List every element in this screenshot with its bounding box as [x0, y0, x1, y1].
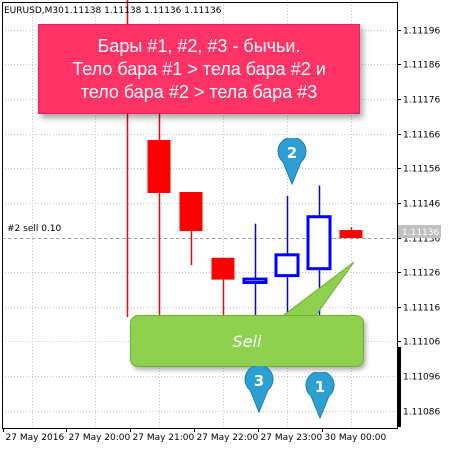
x-tick-label: 27 May 2016 [6, 433, 65, 443]
order-label: #2 sell 0.10 [7, 224, 62, 234]
callout-line-3: тело бара #2 > тела бара #3 [80, 81, 318, 102]
sell-bubble-tail [280, 262, 355, 319]
y-tick-label: 1.11146 [403, 200, 440, 210]
callout-line-1: Бары #1, #2, #3 - бычьи. [97, 35, 301, 56]
y-tick-label: 1.11106 [403, 338, 440, 348]
x-tick-label: 27 May 23:00 [261, 433, 323, 443]
current-price-label: 1.11136 [402, 228, 439, 238]
depth-bar [398, 347, 401, 427]
y-axis-ticks: 1.11196 1.11186 1.11176 1.11166 1.11156 1.111… [397, 27, 440, 418]
candle-body [339, 230, 363, 239]
y-tick-label: 1.11086 [403, 408, 440, 418]
y-tick-label: 1.11156 [403, 165, 440, 175]
x-tick-label: 27 May 22:00 [197, 433, 259, 443]
bar-marker-1: 1 [303, 370, 337, 420]
x-axis-ticks: 27 May 2016 27 May 20:00 27 May 21:00 27 Ma… [3, 428, 387, 443]
y-tick-label: 1.11176 [403, 96, 440, 106]
y-tick-label: 1.11196 [403, 27, 440, 37]
y-tick-label: 1.11096 [403, 373, 440, 383]
plot-border [2, 2, 398, 429]
pattern-callout: Бары #1, #2, #3 - бычьи. Тело бара #1 > … [38, 24, 360, 114]
ohlc-prices: 1.11138 1.11138 1.11136 1.11136 [64, 6, 222, 16]
candle-body [242, 277, 268, 285]
callout-line-2: Тело бара #1 > тела бара #2 и [72, 58, 326, 79]
chart-frame [2, 2, 401, 429]
bar-marker-3: 3 [242, 364, 276, 414]
pin-icon [305, 370, 335, 420]
pin-icon [277, 136, 307, 186]
marker-label-3: 3 [253, 372, 265, 390]
y-tick-label: 1.11186 [403, 61, 440, 71]
y-tick-label: 1.11116 [403, 304, 440, 314]
sell-signal-bubble: Sell [130, 315, 364, 367]
x-tick-label: 27 May 21:00 [133, 433, 195, 443]
candle-body [274, 253, 300, 278]
y-tick-label: 1.11126 [403, 269, 440, 279]
marker-label-1: 1 [314, 378, 326, 396]
sell-label: Sell [232, 331, 262, 351]
y-tick-label: 1.11136 [403, 235, 440, 245]
pin-icon [244, 364, 274, 414]
x-tick-label: 27 May 20:00 [69, 433, 131, 443]
bar-marker-2: 2 [275, 136, 309, 186]
current-price-box [398, 225, 441, 238]
candle-body [147, 140, 171, 193]
marker-label-2: 2 [286, 144, 298, 162]
symbol-timeframe: EURUSD,M30 [4, 6, 64, 16]
x-tick-label: 30 May 00:00 [325, 433, 387, 443]
candle-body [211, 257, 235, 280]
candle-body [179, 191, 203, 232]
y-tick-label: 1.11166 [403, 131, 440, 141]
candle-body [306, 215, 332, 271]
